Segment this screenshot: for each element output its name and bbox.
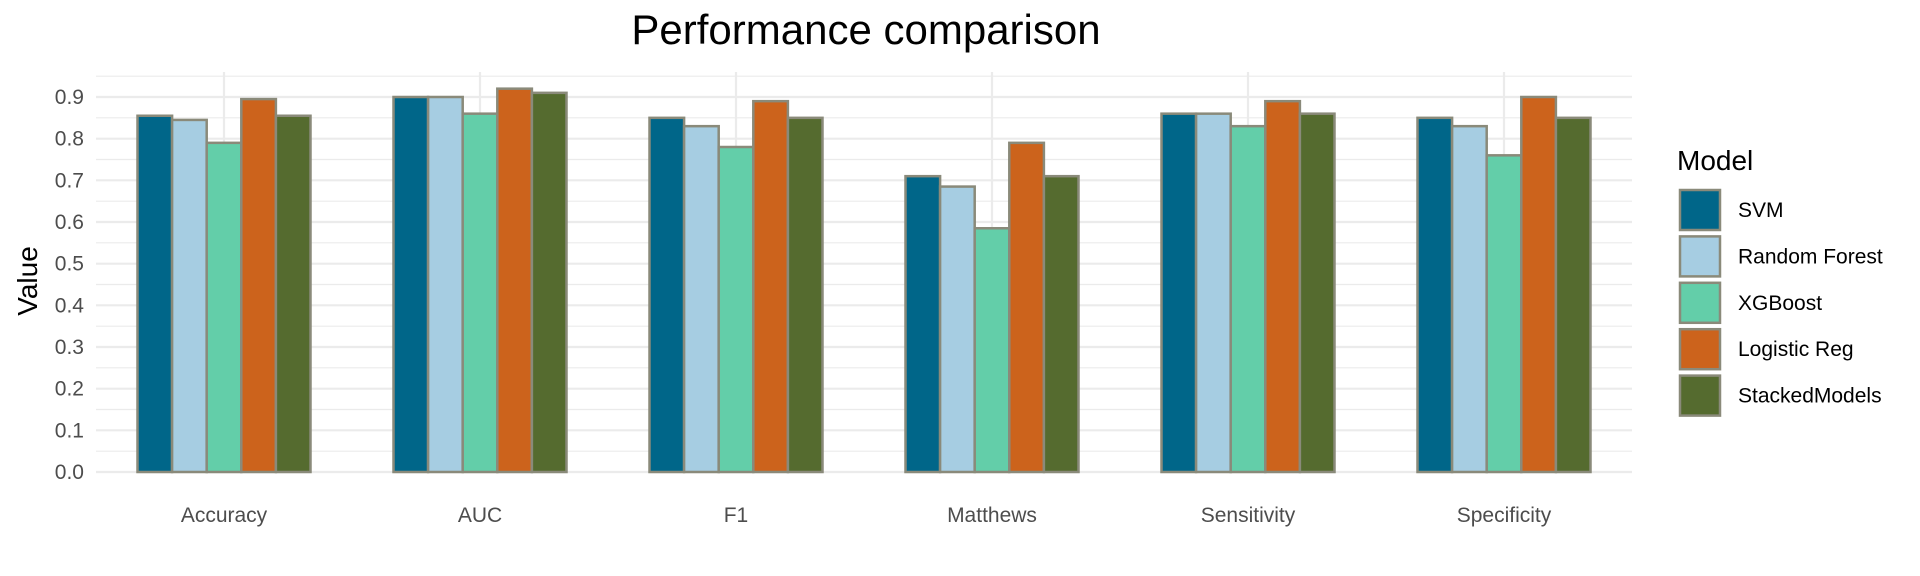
y-tick-label: 0.9 — [55, 86, 84, 109]
bar-svm-sensitivity — [1160, 112, 1198, 474]
y-tick-label: 0.0 — [55, 461, 84, 484]
bar-logistic-reg-matthews — [1008, 141, 1046, 474]
legend-key-stackedmodels — [1678, 374, 1722, 417]
bar-xgboost-accuracy — [205, 141, 243, 474]
y-tick-labels: 0.0 0.1 0.2 0.3 0.4 0.5 0.6 0.7 0.8 0.9 — [55, 86, 85, 484]
y-tick-label: 0.4 — [55, 294, 85, 317]
legend-key-svm — [1678, 188, 1722, 232]
bar-random-forest-auc — [426, 95, 464, 474]
bar-stackedmodels-matthews — [1042, 174, 1080, 474]
bar-random-forest-accuracy — [170, 118, 208, 474]
bar-logistic-reg-accuracy — [240, 97, 278, 474]
bar-xgboost-specificity — [1485, 154, 1523, 474]
legend: Model SVM Random Forest XGBoost Logistic Re… — [1677, 145, 1883, 417]
bar-svm-specificity — [1416, 116, 1454, 474]
bar-svm-accuracy — [136, 114, 174, 474]
legend-key-xgboost — [1678, 281, 1722, 325]
bar-stackedmodels-specificity — [1554, 116, 1592, 474]
y-tick-label: 0.2 — [55, 378, 84, 401]
x-tick-label: Sensitivity — [1201, 504, 1296, 527]
legend-key-random-forest — [1678, 235, 1722, 278]
bar-logistic-reg-auc — [496, 87, 534, 474]
y-axis-label: Value — [12, 246, 43, 316]
bar-svm-f1 — [648, 116, 686, 474]
bar-svm-matthews — [904, 174, 942, 474]
x-tick-label: Matthews — [947, 504, 1037, 527]
legend-label: SVM — [1738, 199, 1784, 222]
x-tick-label: Accuracy — [181, 504, 268, 527]
y-tick-label: 0.5 — [55, 253, 84, 276]
bars — [136, 87, 1592, 474]
bar-xgboost-auc — [461, 112, 499, 474]
legend-label: StackedModels — [1738, 385, 1882, 408]
y-tick-label: 0.8 — [55, 128, 84, 151]
bar-stackedmodels-auc — [530, 91, 568, 474]
legend-title: Model — [1677, 145, 1753, 176]
bar-logistic-reg-specificity — [1520, 95, 1558, 474]
legend-label: Random Forest — [1738, 245, 1883, 268]
bar-random-forest-matthews — [938, 185, 976, 474]
legend-label: Logistic Reg — [1738, 338, 1854, 361]
bar-logistic-reg-f1 — [752, 99, 790, 474]
legend-label: XGBoost — [1738, 292, 1822, 315]
bar-logistic-reg-sensitivity — [1264, 99, 1302, 474]
bar-stackedmodels-f1 — [786, 116, 824, 474]
bar-xgboost-f1 — [717, 145, 755, 474]
bar-random-forest-sensitivity — [1194, 112, 1232, 474]
grid-lines — [96, 72, 1632, 474]
x-tick-labels: Accuracy AUC F1 Matthews Sensitivity Specific… — [181, 504, 1552, 527]
bar-svm-auc — [392, 95, 430, 474]
bar-random-forest-specificity — [1450, 124, 1488, 474]
y-tick-label: 0.7 — [55, 169, 84, 192]
bar-xgboost-matthews — [973, 227, 1011, 474]
bar-xgboost-sensitivity — [1229, 124, 1267, 474]
bar-stackedmodels-sensitivity — [1298, 112, 1336, 474]
bar-stackedmodels-accuracy — [274, 114, 312, 474]
bar-random-forest-f1 — [682, 124, 720, 474]
chart-title: Performance comparison — [631, 6, 1100, 53]
x-tick-label: Specificity — [1457, 504, 1552, 527]
y-tick-label: 0.3 — [55, 336, 84, 359]
y-tick-label: 0.1 — [55, 419, 84, 442]
legend-key-logistic-reg — [1678, 327, 1722, 371]
x-tick-label: AUC — [458, 504, 502, 527]
y-tick-label: 0.6 — [55, 211, 84, 234]
x-tick-label: F1 — [724, 504, 749, 527]
